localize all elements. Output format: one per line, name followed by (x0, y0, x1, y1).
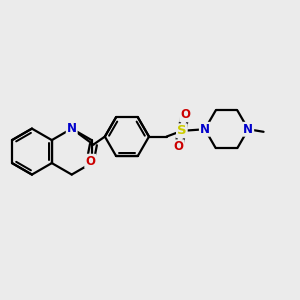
Text: O: O (180, 108, 190, 122)
Text: O: O (85, 155, 95, 168)
Text: S: S (177, 124, 187, 137)
Text: O: O (174, 140, 184, 153)
Text: N: N (243, 123, 253, 136)
Text: N: N (67, 122, 77, 135)
Text: N: N (200, 123, 210, 136)
